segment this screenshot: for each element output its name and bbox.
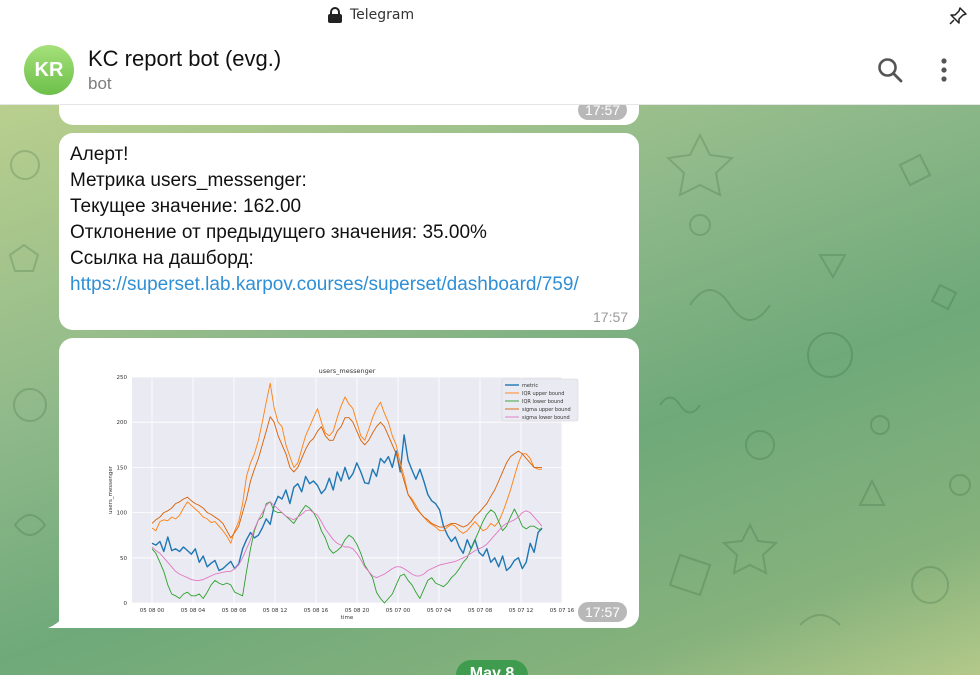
- pin-icon[interactable]: [948, 6, 968, 26]
- y-axis-label: users_messenger: [108, 465, 114, 514]
- series-line-iqr-lower-bound: [151, 501, 543, 604]
- y-tick-label: 150: [117, 465, 128, 471]
- plot-area: [132, 377, 562, 603]
- more-options-icon[interactable]: [934, 56, 954, 84]
- x-tick-label: 05 07 16: [550, 608, 575, 614]
- x-tick-label: 05 08 00: [140, 608, 165, 614]
- x-axis-label: time: [341, 615, 354, 621]
- chat-header: KR KC report bot (evg.) bot: [0, 32, 980, 105]
- alert-line-1: Алерт!: [70, 144, 129, 165]
- x-tick-label: 05 07 00: [386, 608, 411, 614]
- alert-line-5: Ссылка на дашборд:: [70, 248, 254, 269]
- y-tick-label: 0: [124, 601, 128, 607]
- y-tick-label: 50: [120, 556, 127, 562]
- message-bubble-alert[interactable]: Алерт! Метрика users_messenger: Текущее …: [59, 133, 639, 330]
- window-title-area: Telegram: [328, 7, 414, 23]
- message-time: 17:57: [578, 602, 628, 622]
- alert-line-2: Метрика users_messenger:: [70, 170, 307, 191]
- chat-background-pattern: [8, 132, 971, 626]
- x-tick-label: 05 07 04: [427, 608, 452, 614]
- chat-area[interactable]: time 17:57 Алерт! Метрика users_messenge…: [0, 105, 980, 675]
- dashboard-link[interactable]: https://superset.lab.karpov.courses/supe…: [70, 274, 579, 295]
- message-time: 17:57: [578, 105, 628, 120]
- series-line-iqr-upper-bound: [151, 382, 542, 544]
- avatar[interactable]: KR: [24, 45, 74, 95]
- x-tick-label: 05 08 12: [263, 608, 288, 614]
- legend-label: IQR upper bound: [522, 391, 564, 397]
- alert-line-4: Отклонение от предыдущего значения: 35.0…: [70, 222, 487, 243]
- chat-title[interactable]: KC report bot (evg.): [88, 46, 282, 71]
- series-line-metric: [151, 434, 543, 572]
- system-bar: Telegram: [0, 0, 980, 32]
- x-tick-label: 05 08 04: [181, 608, 206, 614]
- users-messenger-chart: 0 50 100 150 200 250 05 08 00 05 08 04 05 08 08 0…: [108, 367, 579, 621]
- legend-label: sigma lower bound: [522, 415, 570, 421]
- chat-subtitle: bot: [88, 74, 112, 93]
- message-bubble-prev-chart[interactable]: time 17:57: [59, 105, 639, 125]
- x-tick-label: 05 07 08: [468, 608, 493, 614]
- search-icon[interactable]: [876, 56, 904, 84]
- y-tick-label: 100: [117, 511, 128, 517]
- alert-line-3: Текущее значение: 162.00: [70, 196, 302, 217]
- message-time: 17:57: [593, 309, 629, 325]
- chart-title: users_messenger: [319, 367, 376, 375]
- legend-label: metric: [522, 383, 538, 389]
- y-tick-label: 250: [117, 375, 128, 381]
- series-line-sigma-lower-bound: [151, 501, 543, 581]
- x-tick-label: 05 07 12: [509, 608, 534, 614]
- legend-label: sigma upper bound: [522, 407, 571, 413]
- lock-icon: [328, 7, 342, 23]
- legend-box: [501, 378, 579, 422]
- x-tick-label: 05 08 20: [345, 608, 370, 614]
- x-tick-label: 05 08 08: [222, 608, 247, 614]
- series-line-sigma-upper-bound: [151, 416, 542, 539]
- x-tick-label: 05 08 16: [304, 608, 329, 614]
- window-title: Telegram: [350, 7, 415, 23]
- date-separator: May 8: [456, 660, 528, 675]
- legend-label: IQR lower bound: [522, 399, 563, 405]
- y-tick-label: 200: [117, 420, 128, 426]
